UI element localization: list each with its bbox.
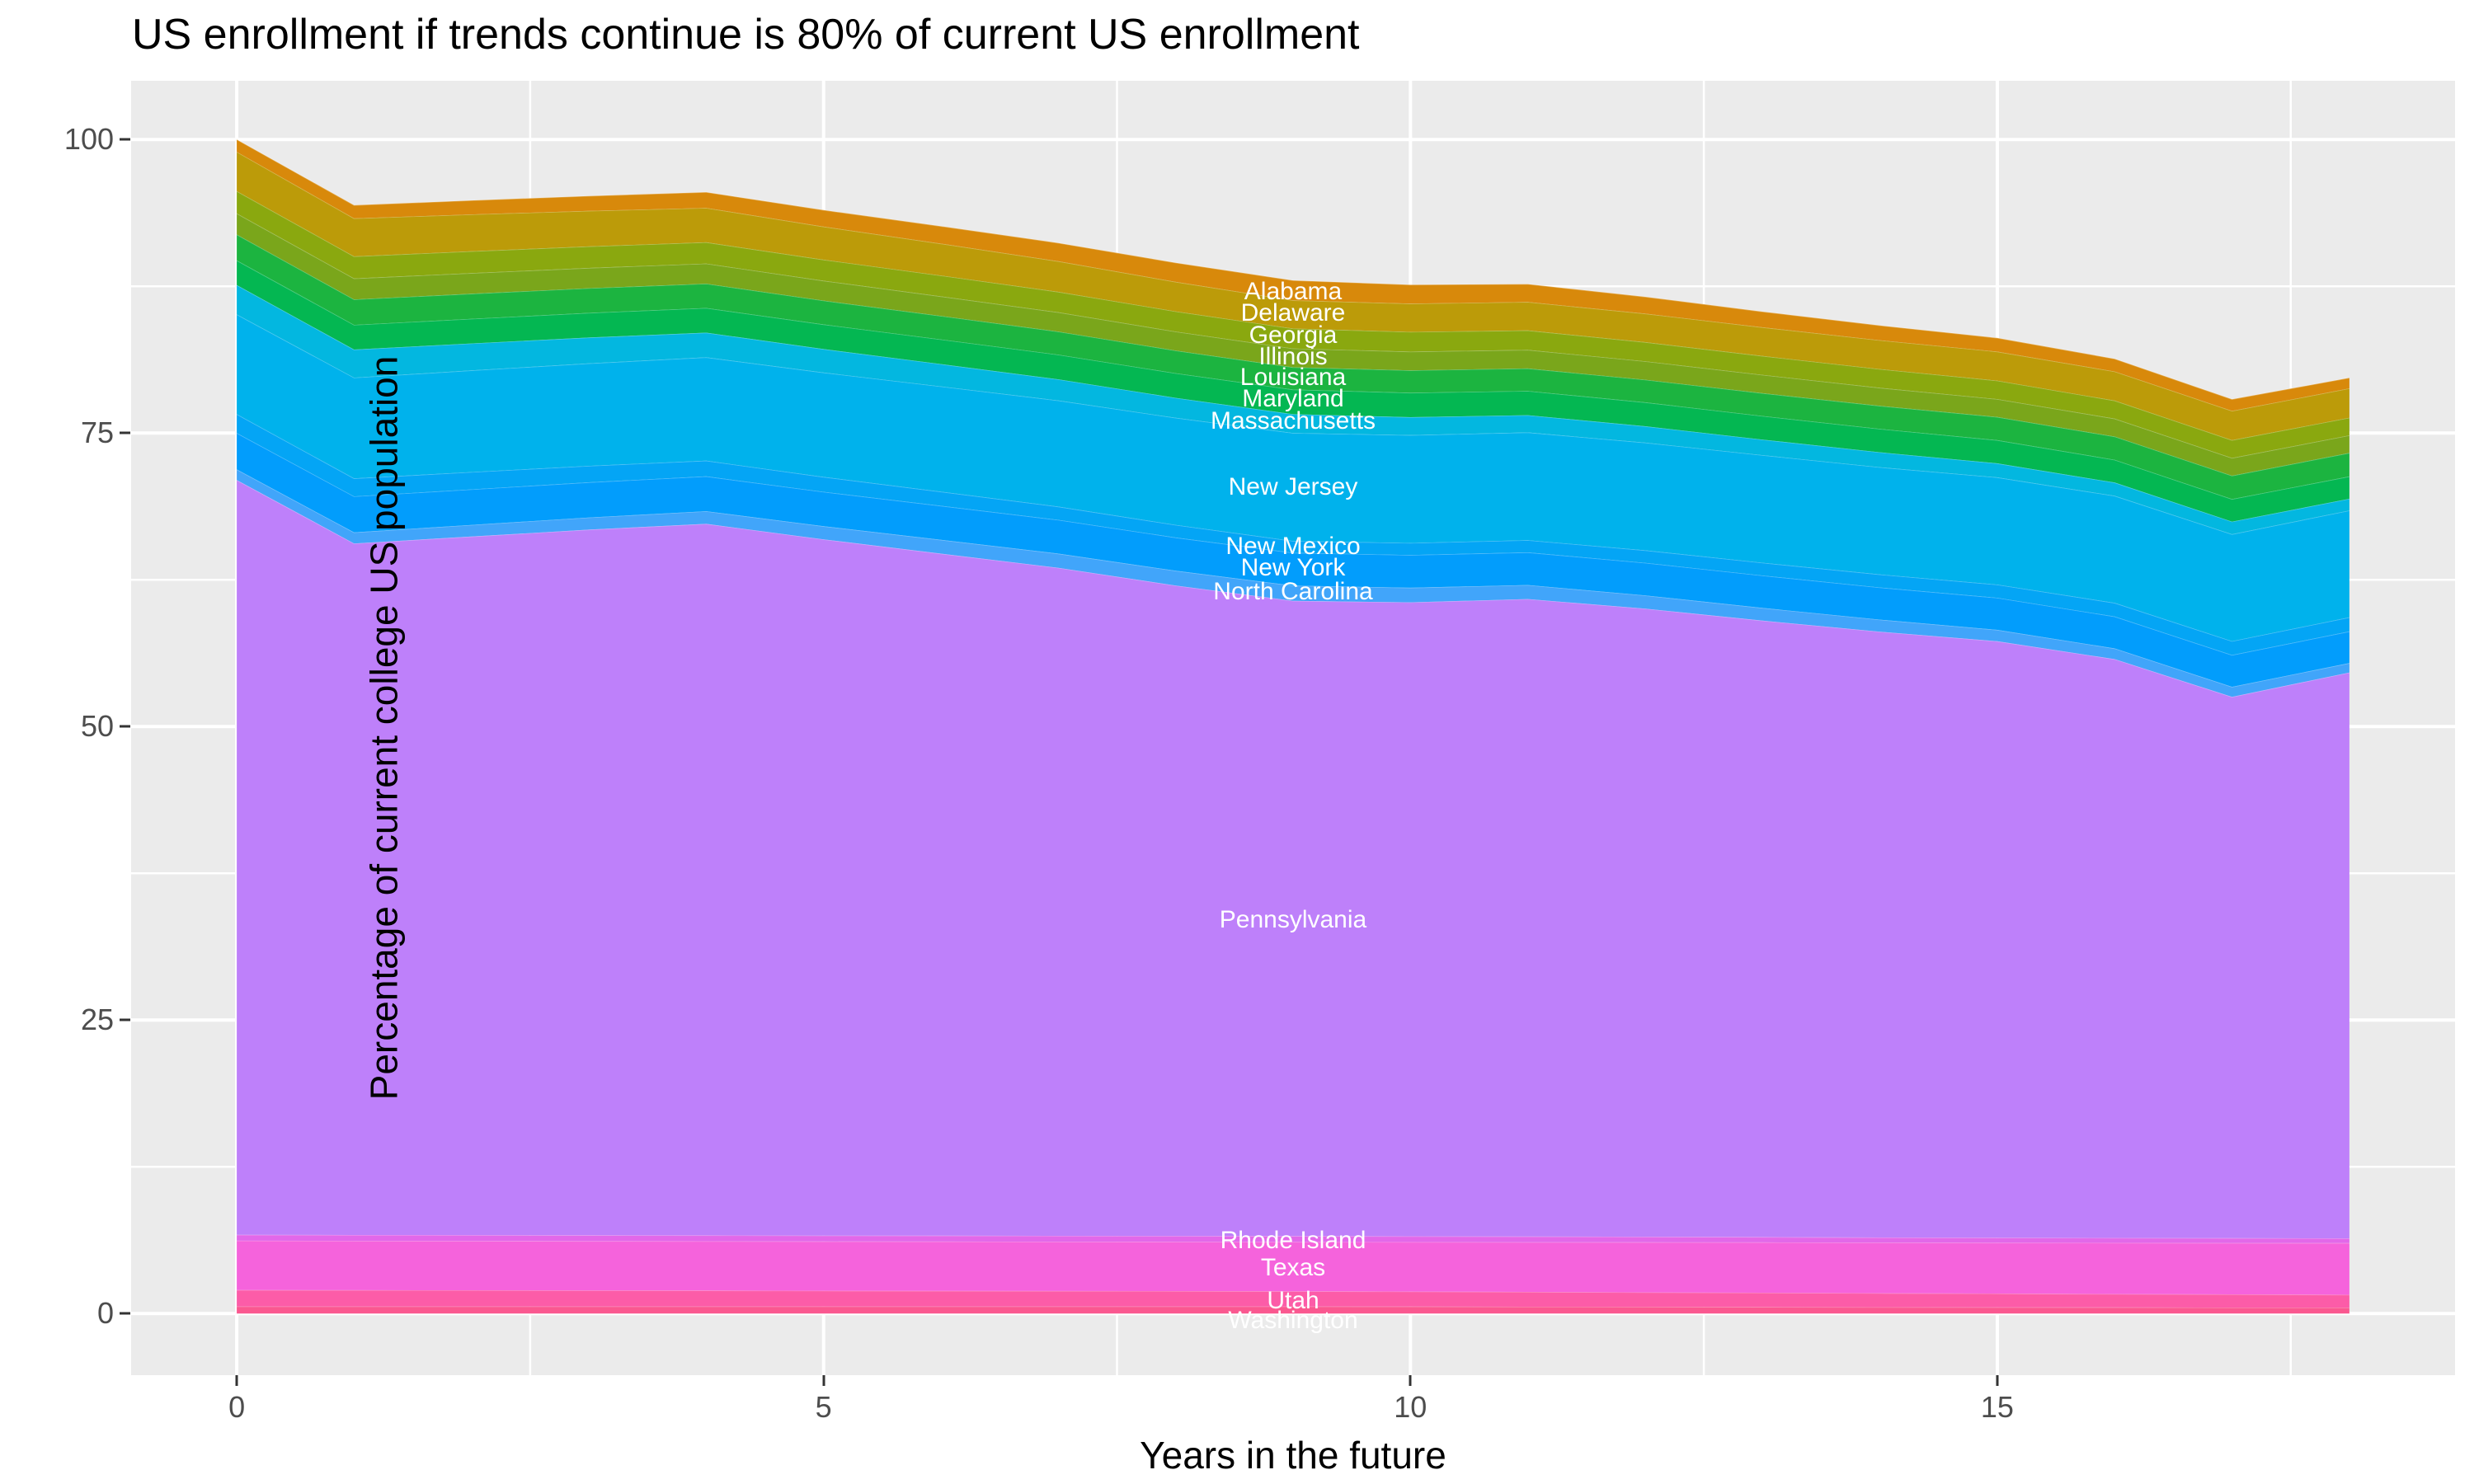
chart-title: US enrollment if trends continue is 80% … [132, 11, 1360, 59]
area-series-pennsylvania [237, 480, 2349, 1239]
x-tick-label: 5 [815, 1390, 832, 1424]
y-tick-label: 0 [96, 1296, 114, 1331]
area-series-new-jersey [237, 314, 2349, 641]
area-series-new-mexico [237, 414, 2349, 655]
y-axis-title: Percentage of current college US populat… [362, 355, 406, 1101]
plot-panel [131, 81, 2455, 1375]
x-tick-mark [1409, 1375, 1412, 1386]
y-tick-mark [120, 725, 130, 728]
y-tick-mark [120, 1018, 130, 1021]
y-tick-mark [120, 138, 130, 141]
x-tick-label: 15 [1980, 1390, 2014, 1424]
x-tick-mark [822, 1375, 825, 1386]
y-tick-mark [120, 1312, 130, 1315]
area-series-delaware [237, 152, 2349, 440]
area-series-louisiana [237, 234, 2349, 500]
area-series-illinois [237, 213, 2349, 476]
x-tick-mark [235, 1375, 238, 1386]
x-tick-mark [1996, 1375, 1999, 1386]
y-tick-mark [120, 431, 130, 434]
area-series-maryland [237, 260, 2349, 522]
x-axis-title: Years in the future [1140, 1434, 1446, 1477]
area-series-new-york [237, 433, 2349, 688]
y-tick-label: 100 [63, 122, 114, 157]
area-series-north-carolina [237, 469, 2349, 697]
y-tick-label: 75 [80, 416, 114, 450]
y-tick-label: 25 [80, 1003, 114, 1037]
x-tick-label: 0 [228, 1390, 246, 1424]
stacked-area-chart [131, 81, 2455, 1375]
y-tick-label: 50 [80, 709, 114, 744]
area-boundary [236, 139, 2350, 401]
area-series-massachusetts [237, 284, 2349, 534]
area-series-georgia [237, 190, 2349, 458]
area-series-utah [237, 1289, 2349, 1308]
area-series-alabama [237, 139, 2349, 411]
area-series-washington [237, 1306, 2349, 1314]
area-series-texas [237, 1240, 2349, 1295]
area-series-rhode-island [237, 1234, 2349, 1243]
x-tick-label: 10 [1394, 1390, 1427, 1424]
